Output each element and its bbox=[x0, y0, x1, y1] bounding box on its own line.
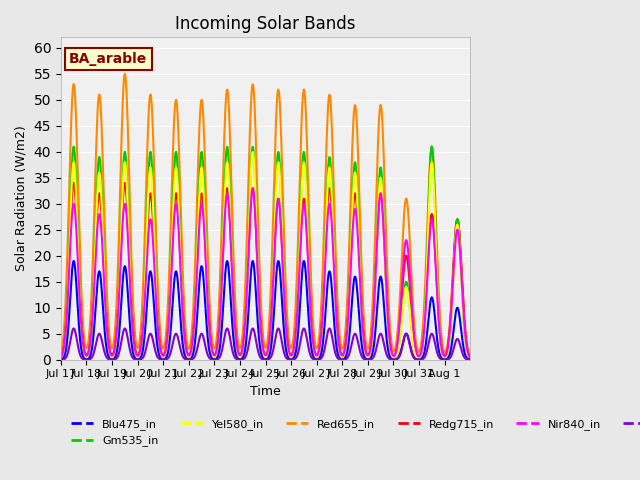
Redg715_in bbox=[330, 259, 338, 265]
Line: Blu475_in: Blu475_in bbox=[61, 261, 470, 360]
Y-axis label: Solar Radiation (W/m2): Solar Radiation (W/m2) bbox=[15, 126, 28, 271]
X-axis label: Time: Time bbox=[250, 385, 281, 398]
Yel580_in bbox=[180, 334, 188, 339]
Nir840_in bbox=[216, 315, 224, 321]
Gm535_in bbox=[181, 338, 189, 344]
Gm535_in bbox=[201, 212, 209, 218]
Yel580_in bbox=[249, 149, 257, 155]
Red655_in bbox=[181, 312, 189, 318]
Nir945_in bbox=[216, 353, 224, 359]
Blu475_in bbox=[181, 352, 189, 358]
Redg715_in bbox=[307, 317, 315, 323]
Blu475_in bbox=[70, 258, 77, 264]
Gm535_in bbox=[307, 318, 315, 324]
Red655_in bbox=[57, 351, 65, 357]
Nir945_in bbox=[201, 341, 209, 347]
Legend: Blu475_in, Gm535_in, Yel580_in, Red655_in, Redg715_in, Nir840_in, Nir945_in: Blu475_in, Gm535_in, Yel580_in, Red655_i… bbox=[67, 415, 640, 451]
Blu475_in bbox=[106, 355, 113, 361]
Line: Red655_in: Red655_in bbox=[61, 74, 470, 357]
Red655_in bbox=[307, 278, 315, 284]
Nir945_in bbox=[467, 357, 474, 362]
Nir840_in bbox=[467, 355, 474, 361]
Gm535_in bbox=[467, 356, 474, 362]
Nir840_in bbox=[249, 185, 257, 191]
Blu475_in bbox=[216, 340, 224, 346]
Nir840_in bbox=[57, 355, 65, 360]
Nir945_in bbox=[330, 345, 338, 351]
Title: Incoming Solar Bands: Incoming Solar Bands bbox=[175, 15, 356, 33]
Yel580_in bbox=[330, 259, 338, 265]
Gm535_in bbox=[216, 306, 224, 312]
Nir945_in bbox=[70, 325, 77, 331]
Line: Gm535_in: Gm535_in bbox=[61, 146, 470, 359]
Nir840_in bbox=[180, 330, 188, 336]
Nir945_in bbox=[106, 357, 113, 362]
Yel580_in bbox=[216, 320, 224, 325]
Nir945_in bbox=[181, 356, 189, 362]
Red655_in bbox=[121, 71, 129, 77]
Red655_in bbox=[201, 158, 209, 164]
Redg715_in bbox=[70, 180, 77, 186]
Nir840_in bbox=[330, 268, 338, 274]
Red655_in bbox=[216, 264, 224, 269]
Redg715_in bbox=[201, 234, 209, 240]
Gm535_in bbox=[330, 254, 338, 260]
Blu475_in bbox=[330, 318, 338, 324]
Nir945_in bbox=[307, 354, 315, 360]
Text: BA_arable: BA_arable bbox=[69, 52, 147, 66]
Yel580_in bbox=[57, 356, 65, 361]
Redg715_in bbox=[181, 334, 189, 340]
Nir840_in bbox=[105, 344, 113, 350]
Yel580_in bbox=[307, 320, 315, 325]
Gm535_in bbox=[57, 356, 65, 361]
Blu475_in bbox=[467, 357, 474, 362]
Yel580_in bbox=[105, 347, 113, 353]
Yel580_in bbox=[467, 356, 474, 362]
Gm535_in bbox=[106, 349, 113, 355]
Line: Redg715_in: Redg715_in bbox=[61, 183, 470, 358]
Blu475_in bbox=[57, 357, 65, 362]
Yel580_in bbox=[200, 208, 208, 214]
Nir840_in bbox=[307, 318, 315, 324]
Redg715_in bbox=[467, 355, 474, 360]
Line: Yel580_in: Yel580_in bbox=[61, 152, 470, 359]
Nir840_in bbox=[200, 231, 208, 237]
Red655_in bbox=[330, 196, 338, 202]
Redg715_in bbox=[106, 346, 113, 351]
Redg715_in bbox=[216, 305, 224, 311]
Line: Nir840_in: Nir840_in bbox=[61, 188, 470, 358]
Gm535_in bbox=[70, 144, 77, 149]
Blu475_in bbox=[201, 297, 209, 303]
Redg715_in bbox=[57, 354, 65, 360]
Red655_in bbox=[467, 354, 474, 360]
Blu475_in bbox=[307, 344, 315, 350]
Nir945_in bbox=[57, 357, 65, 362]
Line: Nir945_in: Nir945_in bbox=[61, 328, 470, 360]
Red655_in bbox=[105, 327, 113, 333]
